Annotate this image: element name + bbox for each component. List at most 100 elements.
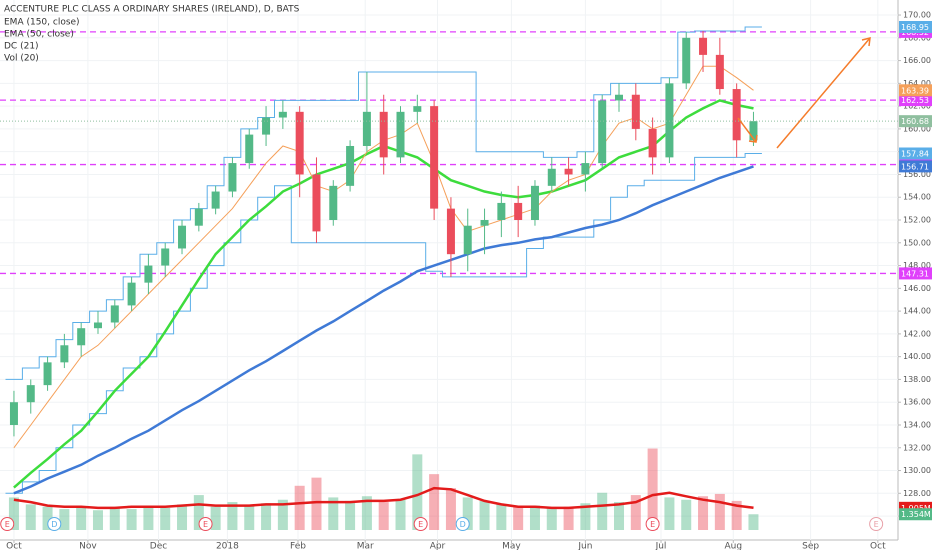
volume-bar	[345, 500, 356, 530]
volume-bar	[614, 502, 625, 530]
y-tick-label: 140.00	[903, 352, 931, 361]
event-marker	[413, 517, 428, 531]
volume-ma	[13, 486, 754, 510]
volume-bar	[294, 485, 305, 530]
volume-bar	[261, 503, 272, 530]
legend-entry: EMA (50, close)	[4, 30, 74, 40]
candle-body	[514, 202, 523, 221]
volume-bar	[563, 506, 574, 530]
y-tick-label: 164.00	[903, 79, 931, 88]
price-label-box	[899, 147, 932, 160]
candle-body	[262, 117, 271, 135]
volume-bar	[748, 514, 759, 530]
y-tick-label: 144.00	[903, 307, 931, 316]
candle-body	[547, 168, 556, 186]
volume-bar	[698, 496, 709, 530]
candle-body	[430, 106, 439, 209]
event-label: E	[5, 520, 10, 529]
price-label-box	[899, 267, 932, 280]
volume-bar	[361, 496, 372, 530]
price-label: 160.68	[901, 117, 929, 126]
candle-body	[564, 168, 573, 175]
event-label: D	[460, 520, 466, 529]
candle-body	[161, 248, 170, 266]
candle-body	[699, 37, 708, 55]
event-marker	[455, 517, 470, 531]
volume-bar	[76, 507, 87, 530]
event-label: E	[418, 520, 423, 529]
volume-bar	[445, 488, 456, 530]
y-tick-label: 146.00	[903, 284, 931, 293]
volume-bar	[126, 509, 137, 530]
volume-bar	[647, 448, 658, 530]
arrow-head	[748, 134, 758, 143]
event-label: D	[51, 520, 57, 529]
legend-entry: DC (21)	[4, 42, 39, 52]
candle-body	[110, 305, 119, 323]
indicator-line	[13, 165, 754, 495]
dc-upper	[5, 26, 762, 380]
x-tick-label: 2018	[216, 542, 239, 550]
price-label: 168.95	[901, 23, 929, 32]
x-tick-label: Mar	[357, 542, 374, 550]
event-marker	[0, 517, 15, 531]
volume-bar	[412, 454, 423, 530]
candle-body	[631, 94, 640, 129]
price-label-box	[899, 160, 932, 173]
y-tick-label: 132.00	[903, 443, 931, 452]
candle-body	[144, 265, 153, 283]
y-tick-label: 156.00	[903, 170, 931, 179]
volume-bar	[479, 500, 490, 530]
x-tick-label: Aug	[725, 542, 743, 550]
x-tick-label: Jul	[655, 542, 667, 550]
volume-bar	[25, 504, 36, 530]
candle-body	[598, 100, 607, 164]
candle-body	[211, 191, 220, 209]
candle-body	[228, 163, 237, 192]
candle-body	[127, 282, 136, 306]
volume-bar	[59, 509, 70, 530]
x-tick-label: Dec	[150, 542, 167, 550]
candle-body	[26, 385, 35, 403]
candle-body	[648, 128, 657, 158]
volume-bar	[8, 497, 19, 530]
volume-bar	[731, 500, 742, 530]
volume-bar	[664, 497, 675, 530]
volume-bar	[42, 506, 53, 530]
candle-body	[480, 220, 489, 226]
price-label-box	[899, 115, 932, 128]
dc-lower	[5, 153, 762, 494]
y-tick-label: 142.00	[903, 329, 931, 338]
volume-bar	[143, 505, 154, 530]
x-tick-label: Oct	[870, 542, 886, 550]
y-tick-label: 134.00	[903, 420, 931, 429]
event-label: E	[874, 520, 879, 529]
volume-bar	[109, 506, 120, 530]
volume-bar	[92, 510, 103, 530]
volume-bar	[429, 474, 440, 530]
price-label-box	[899, 508, 932, 521]
candle-body	[732, 89, 741, 141]
event-label: E	[650, 520, 655, 529]
price-label: 147.31	[901, 269, 929, 278]
y-tick-label: 166.00	[903, 56, 931, 65]
x-tick-label: Nov	[79, 542, 97, 550]
x-tick-label: Apr	[430, 542, 446, 550]
y-tick-label: 138.00	[903, 375, 931, 384]
arrow-head	[861, 37, 871, 47]
y-tick-label: 154.00	[903, 193, 931, 202]
candle-body	[346, 145, 355, 186]
x-tick-label: Sep	[802, 542, 819, 550]
event-marker	[47, 517, 62, 531]
volume-bar	[227, 502, 238, 530]
volume-bar	[714, 493, 725, 530]
volume-bar	[277, 499, 288, 530]
y-tick-label: 152.00	[903, 216, 931, 225]
candle-body	[77, 328, 86, 346]
x-tick-label: Jun	[577, 542, 592, 550]
y-tick-label: 148.00	[903, 261, 931, 270]
volume-bar	[193, 495, 204, 530]
